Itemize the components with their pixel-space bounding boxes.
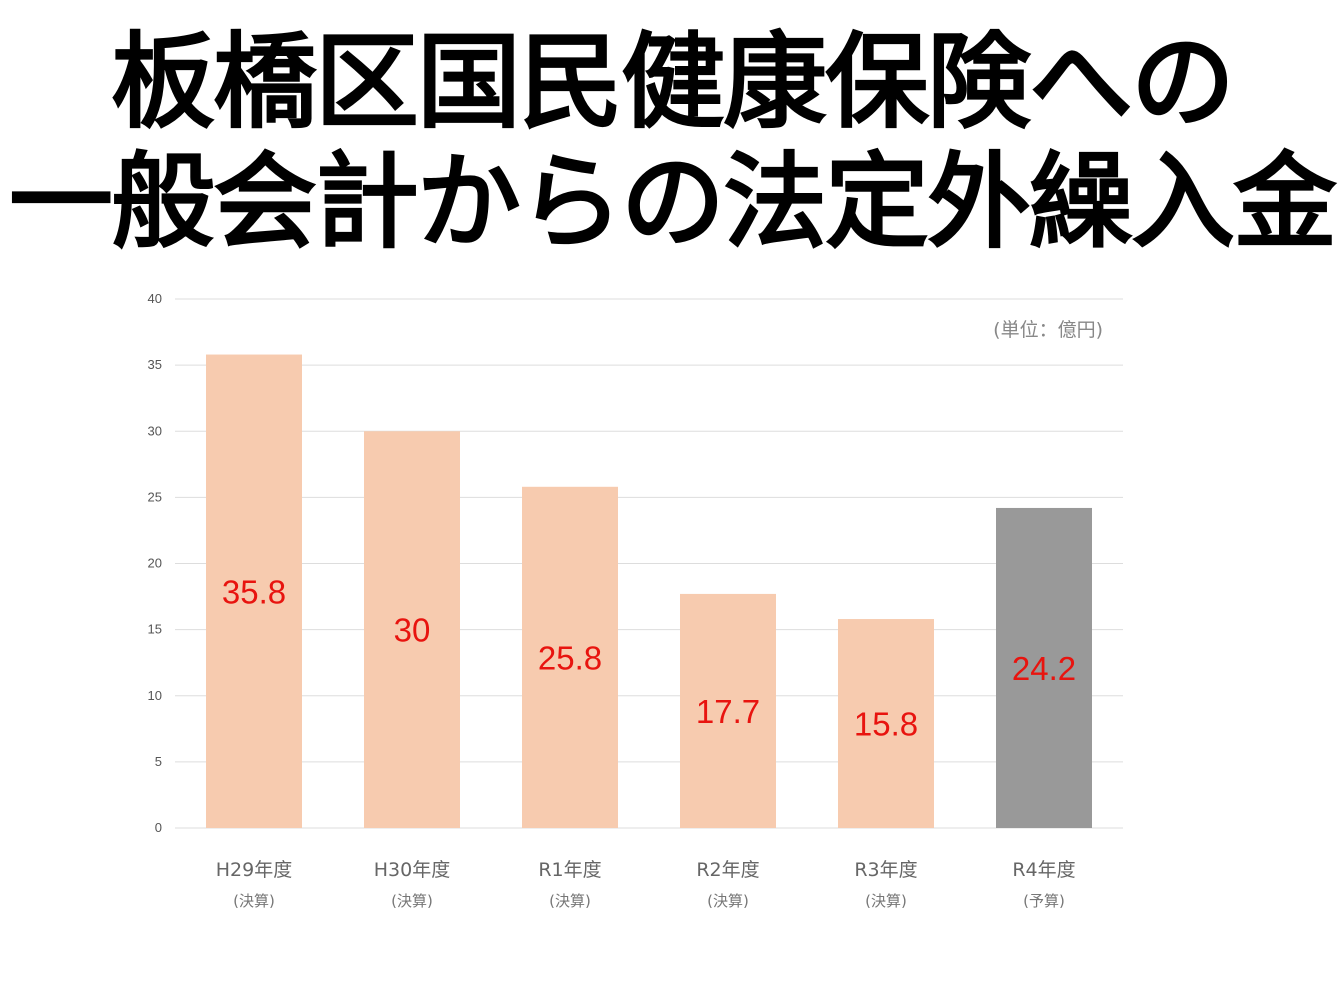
value-label: 25.8 — [538, 639, 602, 676]
title-line-1: 板橋区国民健康保険への — [110, 21, 1235, 143]
value-label: 24.2 — [1012, 650, 1076, 687]
category-sublabel: (予算) — [1023, 892, 1065, 910]
grid-lines — [175, 298, 1123, 829]
category-sublabel: (決算) — [865, 892, 907, 910]
slide-title: 板橋区国民健康保険への 一般会計からの法定外繰入金 — [0, 22, 1344, 262]
value-label: 30 — [394, 612, 431, 649]
value-labels: 35.8 30 25.8 17.7 15.8 24.2 — [222, 573, 1076, 742]
category-sublabel: (決算) — [549, 892, 591, 910]
y-tick-label: 20 — [148, 556, 162, 571]
y-tick-label: 35 — [148, 357, 162, 372]
value-label: 17.7 — [696, 693, 760, 730]
unit-label: (単位：億円) — [993, 319, 1103, 341]
bar-2 — [364, 431, 460, 828]
bar-5 — [838, 619, 934, 828]
bar-3 — [522, 486, 618, 828]
category-sublabel: (決算) — [391, 892, 433, 910]
y-tick-label: 30 — [148, 423, 162, 438]
category-sublabel: (決算) — [707, 892, 749, 910]
value-label: 35.8 — [222, 573, 286, 610]
y-tick-label: 25 — [148, 489, 162, 504]
category-labels: H29年度 (決算) H30年度 (決算) R1年度 (決算) R2年度 (決算) R3年度 (決… — [216, 859, 1076, 910]
category-label: H30年度 — [374, 859, 450, 881]
y-tick-label: 15 — [148, 622, 162, 637]
y-axis-ticks: 0 5 10 15 20 25 30 35 40 — [148, 291, 162, 835]
category-label: R4年度 — [1012, 859, 1075, 881]
category-label: R1年度 — [538, 859, 601, 881]
y-tick-label: 0 — [155, 820, 162, 835]
y-tick-label: 40 — [148, 291, 162, 306]
category-label: R2年度 — [696, 859, 759, 881]
y-tick-label: 5 — [155, 754, 162, 769]
bar-1 — [206, 354, 302, 828]
category-label: R3年度 — [854, 859, 917, 881]
bars — [206, 354, 1092, 828]
category-sublabel: (決算) — [233, 892, 275, 910]
title-line-2: 一般会計からの法定外繰入金 — [8, 141, 1337, 263]
category-label: H29年度 — [216, 859, 292, 881]
value-label: 15.8 — [854, 706, 918, 743]
y-tick-label: 10 — [148, 688, 162, 703]
bar-6 — [996, 507, 1092, 828]
bar-4 — [680, 593, 776, 828]
